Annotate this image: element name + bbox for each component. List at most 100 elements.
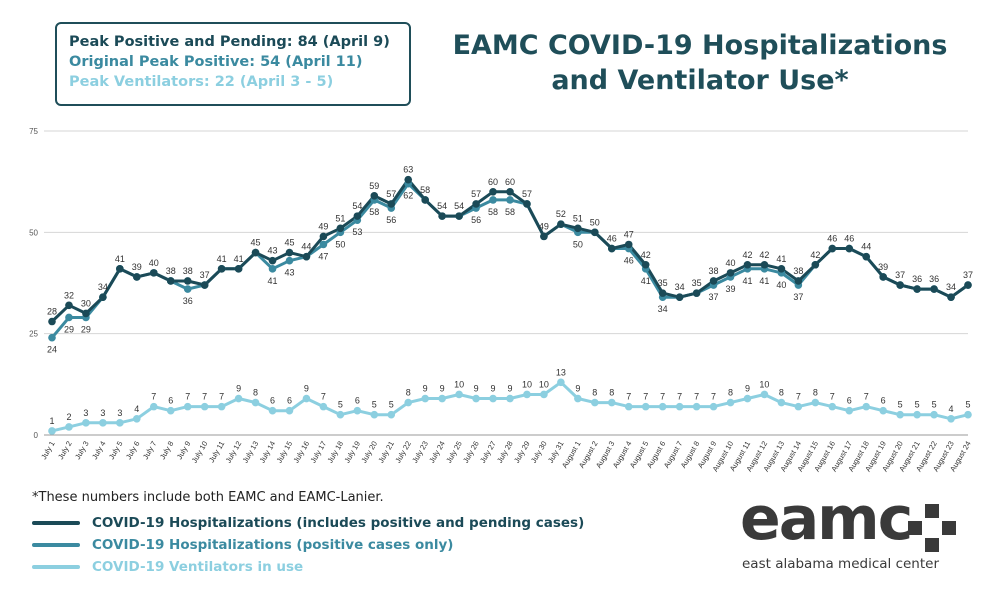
data-point-dark <box>930 285 938 293</box>
data-label-mid: 34 <box>946 282 956 292</box>
data-label-light: 9 <box>507 384 512 394</box>
data-label-light: 9 <box>745 384 750 394</box>
data-point-dark <box>658 289 667 297</box>
data-point-dark <box>149 269 158 277</box>
data-label-light: 6 <box>270 396 275 406</box>
data-label-light: 9 <box>304 384 309 394</box>
data-label-light: 6 <box>355 396 360 406</box>
data-label-dark: 47 <box>624 229 634 239</box>
data-label-dark: 28 <box>47 307 57 317</box>
data-label-light: 10 <box>454 379 464 389</box>
data-point-dark <box>234 265 243 273</box>
data-label-light: 9 <box>491 384 496 394</box>
data-point-light <box>675 402 684 411</box>
data-label-mid: 39 <box>726 284 736 294</box>
data-label-light: 10 <box>522 379 532 389</box>
data-label-dark: 40 <box>726 258 736 268</box>
data-label-mid: 52 <box>556 209 566 219</box>
data-point-light <box>591 398 599 407</box>
peak-positive-pending: Peak Positive and Pending: 84 (April 9) <box>69 34 390 50</box>
y-tick-label: 25 <box>29 330 38 339</box>
data-label-mid: 40 <box>149 258 159 268</box>
x-tick-label: July 8 <box>158 440 176 461</box>
data-point-light <box>455 390 463 399</box>
data-label-light: 6 <box>168 396 173 406</box>
data-point-light <box>811 398 820 407</box>
x-tick-label: July 2 <box>56 440 74 461</box>
data-label-light: 5 <box>915 400 920 410</box>
legend-label: COVID-19 Hospitalizations (includes posi… <box>92 515 585 531</box>
data-label-dark: 57 <box>386 189 396 199</box>
data-label-dark: 38 <box>709 266 719 276</box>
data-point-light <box>743 394 752 403</box>
data-point-dark <box>336 224 345 233</box>
data-point-dark <box>217 265 226 273</box>
eamc-logo: eamc east alabama medical center <box>740 484 970 583</box>
data-label-mid: 34 <box>675 282 685 292</box>
data-label-mid: 34 <box>658 304 668 314</box>
data-label-light: 8 <box>779 388 784 398</box>
data-point-light <box>641 402 650 411</box>
data-label-mid: 39 <box>132 262 142 272</box>
data-point-light <box>404 398 413 407</box>
data-point-light <box>421 394 429 403</box>
data-point-light <box>692 402 701 411</box>
data-label-dark: 42 <box>742 250 752 260</box>
data-point-light <box>116 419 124 427</box>
data-point-light <box>387 410 396 419</box>
data-label-mid: 37 <box>963 270 973 280</box>
data-label-mid: 58 <box>420 185 430 195</box>
data-point-mid <box>506 196 514 204</box>
legend-item-ventilators: COVID-19 Ventilators in use <box>32 556 584 578</box>
data-label-dark: 49 <box>318 221 328 231</box>
data-point-dark <box>964 281 972 289</box>
data-point-dark <box>777 265 786 273</box>
logo-cross-icon <box>908 504 956 552</box>
data-point-light <box>607 398 616 407</box>
data-point-dark <box>896 281 904 289</box>
y-tick-label: 75 <box>29 127 38 136</box>
data-label-mid: 50 <box>590 217 600 227</box>
data-point-light <box>777 398 786 407</box>
data-label-light: 7 <box>219 392 224 402</box>
data-label-light: 7 <box>185 392 190 402</box>
data-label-dark: 32 <box>64 290 74 300</box>
data-label-mid: 56 <box>386 215 396 225</box>
x-tick-label: July 3 <box>73 440 91 461</box>
data-label-light: 3 <box>83 408 88 418</box>
data-label-light: 1 <box>49 416 54 426</box>
data-label-mid: 29 <box>64 324 74 334</box>
data-point-dark <box>421 196 429 204</box>
data-label-dark: 51 <box>573 213 583 223</box>
data-point-mid <box>489 196 497 204</box>
data-point-dark <box>947 293 955 301</box>
data-point-light <box>845 406 854 415</box>
data-label-mid: 46 <box>827 234 837 244</box>
legend-item-positive: COVID-19 Hospitalizations (positive case… <box>32 534 584 556</box>
data-label-mid: 39 <box>878 262 888 272</box>
data-label-light: 5 <box>965 400 970 410</box>
data-point-light <box>489 394 497 403</box>
data-label-dark: 42 <box>641 250 651 260</box>
data-point-dark <box>99 293 107 301</box>
data-point-mid <box>268 265 277 273</box>
data-point-light <box>523 390 531 399</box>
data-label-mid: 34 <box>98 282 108 292</box>
data-point-light <box>48 427 56 435</box>
data-point-dark <box>845 244 854 253</box>
data-label-mid: 56 <box>471 215 481 225</box>
data-label-light: 3 <box>100 408 105 418</box>
data-point-dark <box>251 248 260 257</box>
data-label-light: 3 <box>117 408 122 418</box>
data-point-light <box>964 410 972 419</box>
data-label-light: 9 <box>423 384 428 394</box>
data-point-light <box>557 378 565 387</box>
data-label-light: 6 <box>881 396 886 406</box>
data-label-mid: 58 <box>488 207 498 217</box>
data-label-light: 9 <box>440 384 445 394</box>
data-point-light <box>828 402 837 411</box>
data-label-light: 7 <box>677 392 682 402</box>
data-label-mid: 41 <box>641 276 651 286</box>
data-label-mid: 36 <box>183 296 193 306</box>
data-label-light: 9 <box>474 384 479 394</box>
